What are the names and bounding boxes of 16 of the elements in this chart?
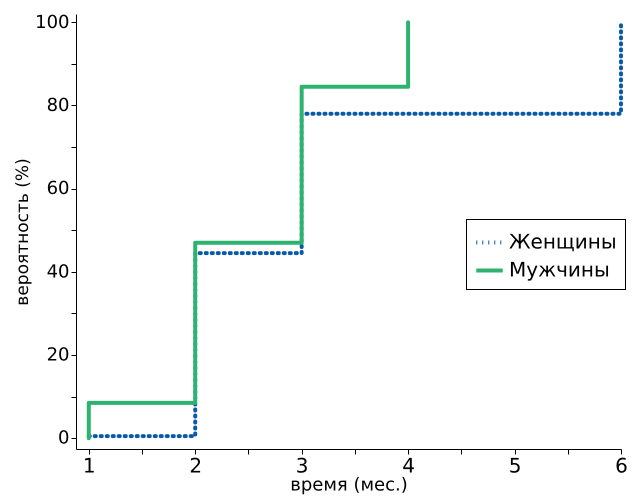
x-tick-label: 4	[402, 454, 415, 478]
y-tick-label: 40	[46, 261, 70, 282]
x-tick-label: 1	[82, 454, 96, 478]
y-tick-label: 20	[46, 344, 70, 366]
y-tick-label: 0	[58, 428, 70, 449]
legend-label: Мужчины	[509, 258, 610, 282]
x-tick-label: 2	[189, 454, 202, 478]
x-tick-label: 5	[508, 454, 522, 478]
legend-label: Женщины	[509, 230, 617, 254]
y-tick-label: 100	[35, 12, 70, 33]
y-tick-label: 80	[46, 94, 70, 116]
x-axis-title: время (мес.)	[290, 474, 408, 496]
y-tick-label: 60	[46, 178, 70, 200]
x-tick-label: 6	[615, 454, 628, 478]
y-axis-title: вероятность (%)	[13, 158, 34, 306]
x-tick-label: 3	[296, 454, 309, 478]
